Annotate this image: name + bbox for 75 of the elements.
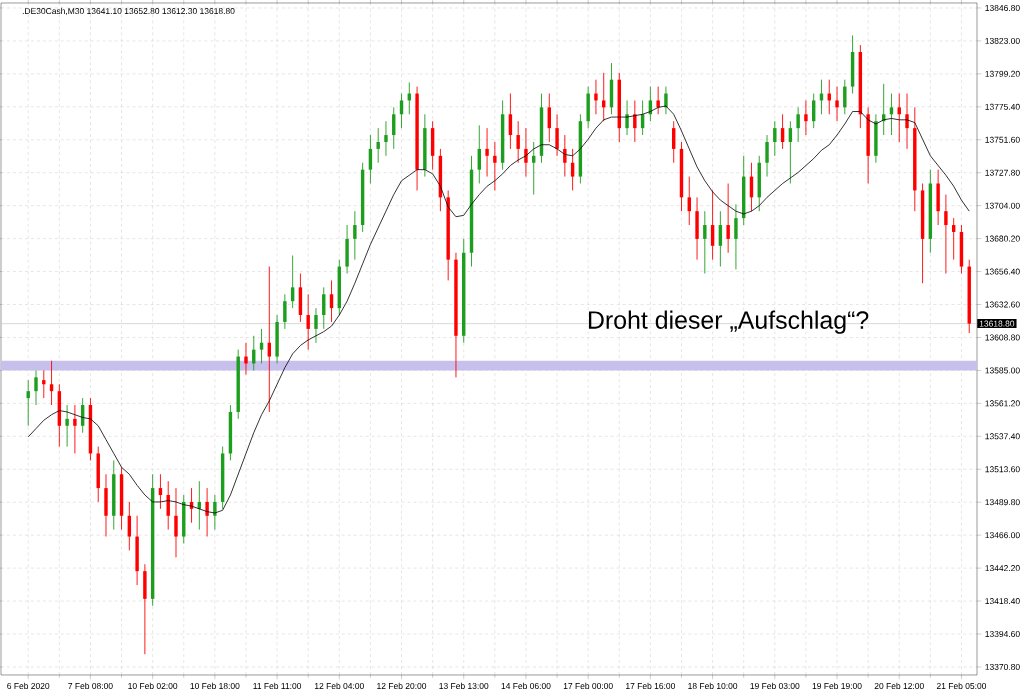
candlestick [765,134,769,178]
y-tick-label: 13823.00 [985,37,1020,44]
candlestick [376,127,380,164]
y-tick-label: 13442.20 [985,565,1020,572]
x-tick-label: 11 Feb 11:00 [253,682,302,689]
candlestick [384,120,388,157]
candlestick [174,487,178,558]
candlestick [944,194,948,274]
candlestick [734,203,738,270]
candlestick [664,86,668,115]
x-tick-label: 17 Feb 00:00 [563,682,613,689]
ref-line-label: 13618.80 [979,320,1015,327]
x-tick-label: 10 Feb 18:00 [190,682,240,689]
candlestick [563,134,567,178]
candlestick [594,79,598,115]
candlestick [555,113,559,157]
candlestick [656,86,660,115]
x-tick-label: 17 Feb 16:00 [626,682,675,689]
y-tick-label: 13394.60 [985,631,1020,637]
x-tick-label: 20 Feb 12:00 [874,682,924,689]
candlestick [703,210,707,274]
candlestick [493,141,497,191]
y-tick-label: 13489.80 [985,499,1020,506]
x-tick-label: 19 Feb 19:00 [812,682,862,689]
y-tick-label: 13846.80 [985,4,1020,11]
y-tick-label: 13537.40 [985,433,1020,440]
candlestick [773,120,777,157]
y-tick-label: 13608.80 [985,334,1020,341]
y-tick-label: 13775.40 [985,103,1020,110]
candlestick [283,293,287,330]
candlestick [485,127,489,178]
candlestick [353,210,357,261]
candlestick [524,127,528,178]
candlestick [314,307,318,344]
y-tick-label: 13704.00 [985,202,1020,209]
y-tick-label: 13799.20 [985,70,1020,77]
candlestick [796,106,800,143]
candlestick [73,404,77,454]
y-tick-label: 13632.60 [985,301,1020,308]
y-tick-label: 13751.60 [985,136,1020,143]
y-tick-label: 13418.40 [985,598,1020,605]
candlestick [34,369,38,406]
y-tick-label: 13561.20 [985,400,1020,407]
y-tick-label: 13727.80 [985,169,1020,176]
x-tick-label: 12 Feb 20:00 [377,682,427,689]
candlestick [843,79,847,115]
candlestick [306,293,310,351]
candlestick [244,342,248,376]
candlestick [625,99,629,136]
candlestick [65,404,69,447]
x-tick-label: 18 Feb 10:00 [688,682,738,689]
candlestick [213,494,217,531]
text: .DE30Cash,M30 13641.10 13652.80 13612.30 13618.80 [22,7,235,16]
y-tick-label: 13680.20 [985,235,1020,242]
x-tick-label: 14 Feb 06:00 [501,682,551,689]
candlestick [205,487,209,537]
x-tick-label: 21 Feb 05:00 [936,682,987,689]
x-tick-label: 19 Feb 03:00 [750,682,800,689]
y-tick-label: 13585.00 [985,367,1020,374]
y-tick-label: 13466.00 [985,532,1020,539]
candlestick [726,183,730,254]
candlestick [516,120,520,164]
y-tick-label: 13370.80 [985,663,1020,670]
x-tick-label: 6 Feb 2020 [7,682,50,689]
x-tick-label: 10 Feb 02:00 [128,682,178,689]
candlestick [835,86,839,122]
candlestick [633,99,637,143]
x-tick-label: 7 Feb 08:00 [68,682,113,689]
candlestick [905,93,909,150]
y-tick-label: 13656.40 [985,268,1020,275]
x-tick-label: 13 Feb 13:00 [439,682,489,689]
y-tick-label: 13513.60 [985,466,1020,473]
x-tick-label: 12 Feb 04:00 [314,682,364,689]
candlestick [804,99,808,136]
annotation: Droht dieser „Aufschlag“? [588,310,869,334]
